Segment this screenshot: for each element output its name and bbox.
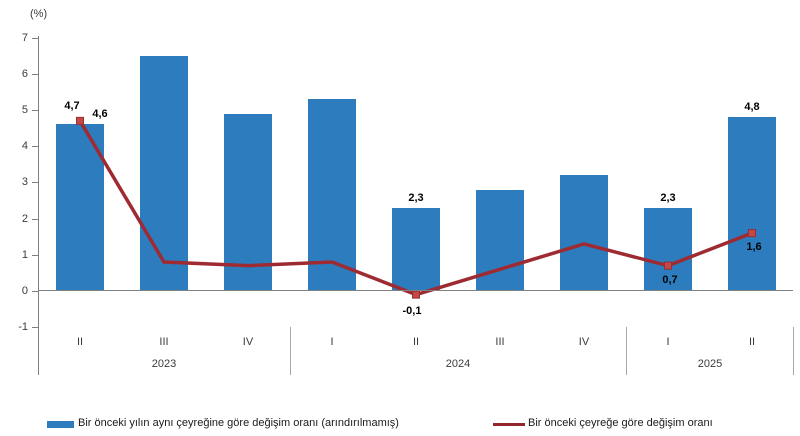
x-axis-year-label: 2025 — [697, 358, 723, 370]
bar — [56, 124, 104, 291]
bar — [644, 207, 692, 291]
y-tick-mark — [32, 291, 38, 292]
x-axis-year-label: 2024 — [445, 358, 471, 370]
y-tick-label: 5 — [21, 104, 28, 116]
x-axis-quarter-label: IV — [242, 336, 254, 348]
bar-value-label: 2,3 — [408, 191, 424, 204]
y-tick-mark — [32, 218, 38, 220]
line-value-label: 0,7 — [662, 273, 678, 286]
y-tick-label: 4 — [21, 140, 28, 153]
bar — [224, 113, 272, 291]
line-value-label: 4,7 — [64, 99, 80, 112]
bar — [560, 175, 608, 291]
y-tick-mark — [32, 327, 38, 329]
bar — [140, 55, 188, 291]
x-axis-quarter-label: IV — [578, 336, 590, 348]
bar — [728, 117, 776, 291]
y-tick-mark — [32, 182, 38, 184]
x-axis-quarter-label: II — [748, 336, 756, 348]
year-separator — [626, 327, 627, 375]
legend-line-label: Bir önceki çeyreğe göre değişim oranı — [528, 417, 713, 429]
bar-value-label: 4,8 — [744, 101, 760, 114]
y-tick-label: 2 — [21, 212, 28, 225]
line-marker — [76, 116, 84, 125]
line-marker — [664, 261, 672, 270]
x-axis-quarter-label: III — [159, 336, 169, 348]
legend-line-swatch — [493, 423, 525, 426]
year-separator — [793, 327, 794, 375]
x-axis-quarter-label: I — [330, 336, 334, 348]
bar — [308, 99, 356, 291]
x-axis-quarter-label: II — [412, 336, 420, 348]
legend: Bir önceki yılın aynı çeyreğine göre değ… — [0, 410, 800, 436]
x-axis-year-label: 2023 — [151, 358, 177, 370]
y-tick-label: 3 — [21, 176, 28, 189]
legend-bar-swatch — [47, 421, 74, 428]
y-tick-label: 0 — [21, 285, 28, 297]
y-tick-mark — [32, 73, 38, 75]
qoq-line — [78, 119, 753, 297]
y-tick-label: -1 — [18, 321, 28, 334]
y-tick-mark — [32, 37, 38, 39]
bar-value-label: 4,6 — [92, 108, 108, 121]
x-axis-quarter-label: III — [495, 336, 505, 348]
line-marker — [412, 290, 420, 299]
y-axis-line — [38, 36, 39, 375]
y-axis-unit-label: (%) — [30, 8, 48, 20]
line-value-label: 1,6 — [746, 241, 762, 254]
y-tick-label: 6 — [21, 67, 28, 80]
x-axis-quarter-label: II — [76, 336, 84, 348]
legend-bar-label: Bir önceki yılın aynı çeyreğine göre değ… — [78, 417, 399, 429]
y-tick-mark — [32, 110, 38, 111]
bar — [392, 207, 440, 291]
line-value-label: -0,1 — [402, 304, 422, 317]
year-separator — [290, 327, 291, 375]
y-tick-label: 7 — [21, 31, 28, 44]
line-marker — [748, 229, 756, 238]
x-axis-quarter-label: I — [666, 336, 670, 348]
y-tick-label: 1 — [21, 248, 28, 261]
bar-value-label: 2,3 — [660, 191, 676, 204]
x-axis-line — [38, 290, 793, 291]
y-tick-mark — [32, 254, 38, 256]
y-tick-mark — [32, 146, 38, 148]
